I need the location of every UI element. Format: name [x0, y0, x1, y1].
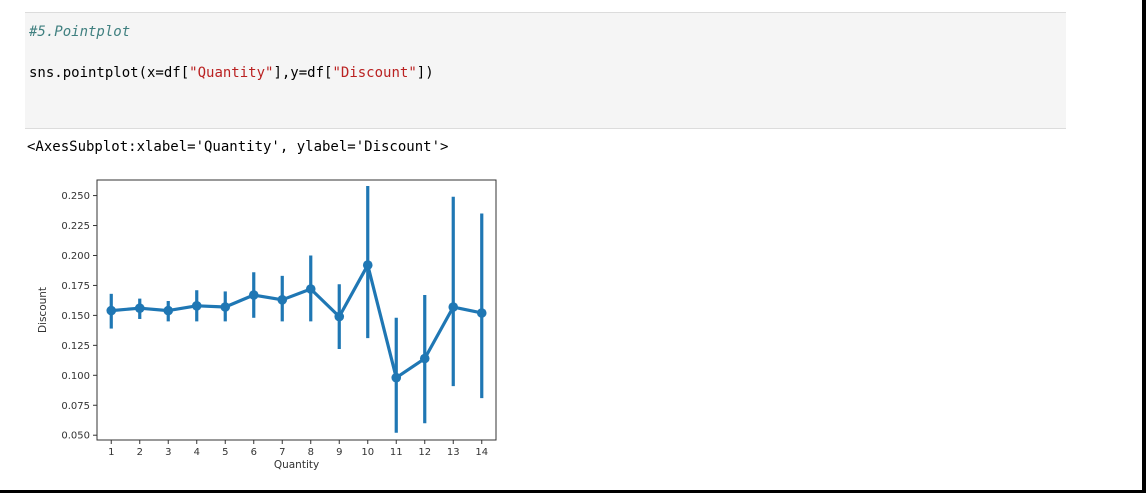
- y-tick-label-0: 0.050: [61, 431, 90, 442]
- code-mid: ],y=df[: [273, 65, 333, 81]
- data-point-9: [334, 311, 345, 322]
- x-tick-label-12: 13: [447, 447, 460, 458]
- data-point-1: [106, 305, 117, 316]
- plot-frame: [96, 179, 497, 441]
- code-cell-input[interactable]: #5.Pointplot sns.pointplot(x=df["Quantit…: [25, 12, 1066, 129]
- code-prefix: sns.pointplot(x=df[: [29, 65, 190, 81]
- code-string-quantity: "Quantity": [189, 65, 274, 81]
- y-tick-label-7: 0.225: [61, 221, 90, 232]
- data-point-4: [191, 301, 202, 311]
- x-tick-label-2: 3: [165, 447, 171, 458]
- data-point-2: [134, 303, 145, 314]
- y-tick-label-5: 0.175: [61, 281, 90, 292]
- code-suffix: ]): [416, 65, 434, 81]
- window-border: [1142, 0, 1146, 493]
- y-tick-label-6: 0.200: [61, 251, 90, 262]
- y-tick-label-2: 0.100: [61, 371, 90, 382]
- x-tick-label-11: 12: [418, 447, 431, 458]
- data-point-10: [362, 260, 373, 270]
- y-tick-label-4: 0.150: [61, 311, 90, 322]
- y-tick-label-3: 0.125: [61, 341, 90, 352]
- x-tick-label-1: 2: [137, 447, 143, 458]
- cell-output-text: <AxesSubplot:xlabel='Quantity', ylabel='…: [27, 139, 449, 155]
- x-tick-label-6: 7: [279, 447, 285, 458]
- x-tick-label-9: 10: [361, 447, 374, 458]
- x-tick-label-5: 6: [251, 447, 257, 458]
- pointplot-chart: 0.050 0.075 0.100 0.125 0.150 0.175 0.200 0.225…: [37, 179, 497, 471]
- x-tick-label-8: 9: [336, 447, 342, 458]
- data-point-12: [419, 353, 430, 364]
- data-point-14: [476, 308, 487, 318]
- data-point-3: [163, 305, 174, 316]
- y-tick-label-1: 0.075: [61, 401, 90, 412]
- x-tick-label-13: 14: [475, 447, 488, 458]
- x-tick-label-4: 5: [222, 447, 228, 458]
- series-line: [111, 263, 483, 380]
- code-string-discount: "Discount": [332, 65, 417, 81]
- code-comment: #5.Pointplot: [29, 24, 131, 40]
- data-point-8: [305, 284, 316, 294]
- code-line: sns.pointplot(x=df["Quantity"],y=df["Dis…: [29, 65, 434, 81]
- x-tick-label-7: 8: [308, 447, 314, 458]
- x-axis-label: Quantity: [274, 459, 319, 471]
- x-tick-label-0: 1: [108, 447, 114, 458]
- y-axis-label: Discount: [37, 287, 49, 333]
- data-point-7: [277, 295, 288, 305]
- x-tick-label-10: 11: [390, 447, 403, 458]
- data-point-11: [391, 372, 402, 383]
- x-tick-label-3: 4: [194, 447, 200, 458]
- data-point-13: [448, 302, 459, 312]
- data-point-6: [248, 290, 259, 300]
- y-tick-label-8: 0.250: [61, 191, 90, 202]
- data-point-5: [220, 302, 231, 312]
